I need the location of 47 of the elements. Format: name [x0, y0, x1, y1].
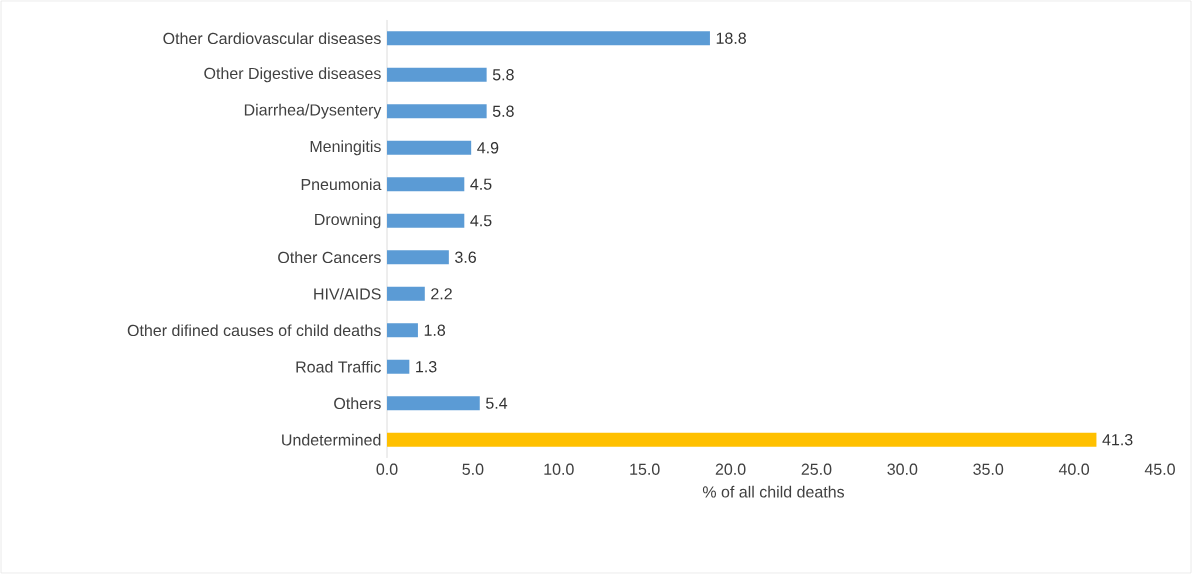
data-label: 18.8	[716, 32, 746, 44]
y-tick-label: Other Cancers	[278, 251, 381, 264]
x-axis-title: % of all child deaths	[702, 485, 845, 498]
x-tick-label: 5.0	[462, 463, 484, 475]
x-tick-label: 35.0	[973, 463, 1004, 475]
y-tick-label: Road Traffic	[296, 360, 381, 373]
x-tick-label: 0.0	[376, 463, 398, 475]
bar	[387, 286, 425, 301]
y-tick-label: Undetermined	[282, 433, 381, 446]
x-tick-label: 40.0	[1058, 463, 1090, 475]
bar	[387, 177, 465, 192]
bar	[387, 250, 449, 265]
data-label: 4.9	[477, 142, 499, 154]
data-label: 3.6	[455, 251, 476, 263]
y-tick-label: Meningitis	[310, 140, 381, 156]
data-label: 5.8	[492, 69, 514, 81]
y-tick-label: Pneumonia	[301, 178, 382, 191]
x-tick-label: 10.0	[544, 463, 574, 475]
data-label: 5.8	[492, 105, 514, 117]
data-label: 41.3	[1102, 434, 1133, 446]
x-tick-label: 30.0	[887, 463, 918, 475]
y-tick-label: Others	[334, 397, 381, 410]
y-tick-label: Drowning	[315, 213, 381, 229]
x-tick-label: 25.0	[801, 463, 832, 475]
bar	[387, 432, 1097, 447]
bar	[387, 31, 710, 46]
bar	[387, 67, 487, 82]
x-tick-label: 20.0	[715, 463, 746, 475]
y-tick-label: Other Digestive diseases	[204, 67, 381, 83]
y-tick-label: Other Cardiovascular diseases	[163, 32, 381, 45]
bar	[387, 396, 480, 411]
x-tick-label: 15.0	[630, 463, 660, 475]
bar	[387, 140, 472, 155]
y-tick-label: Other difined causes of child deaths	[127, 324, 381, 337]
bar	[387, 359, 410, 374]
data-label: 2.2	[431, 288, 452, 300]
x-tick-label: 45.0	[1144, 463, 1175, 475]
bar	[387, 213, 465, 228]
data-label: 5.4	[486, 397, 508, 409]
bar	[387, 104, 487, 119]
y-tick-label: Diarrhea/Dysentery	[244, 103, 382, 119]
data-label: 1.8	[424, 324, 446, 336]
y-tick-label: HIV/AIDS	[314, 287, 381, 300]
bar	[387, 323, 418, 338]
data-label: 4.5	[470, 215, 492, 227]
data-label: 1.3	[416, 361, 437, 373]
data-label: 4.5	[470, 178, 492, 190]
